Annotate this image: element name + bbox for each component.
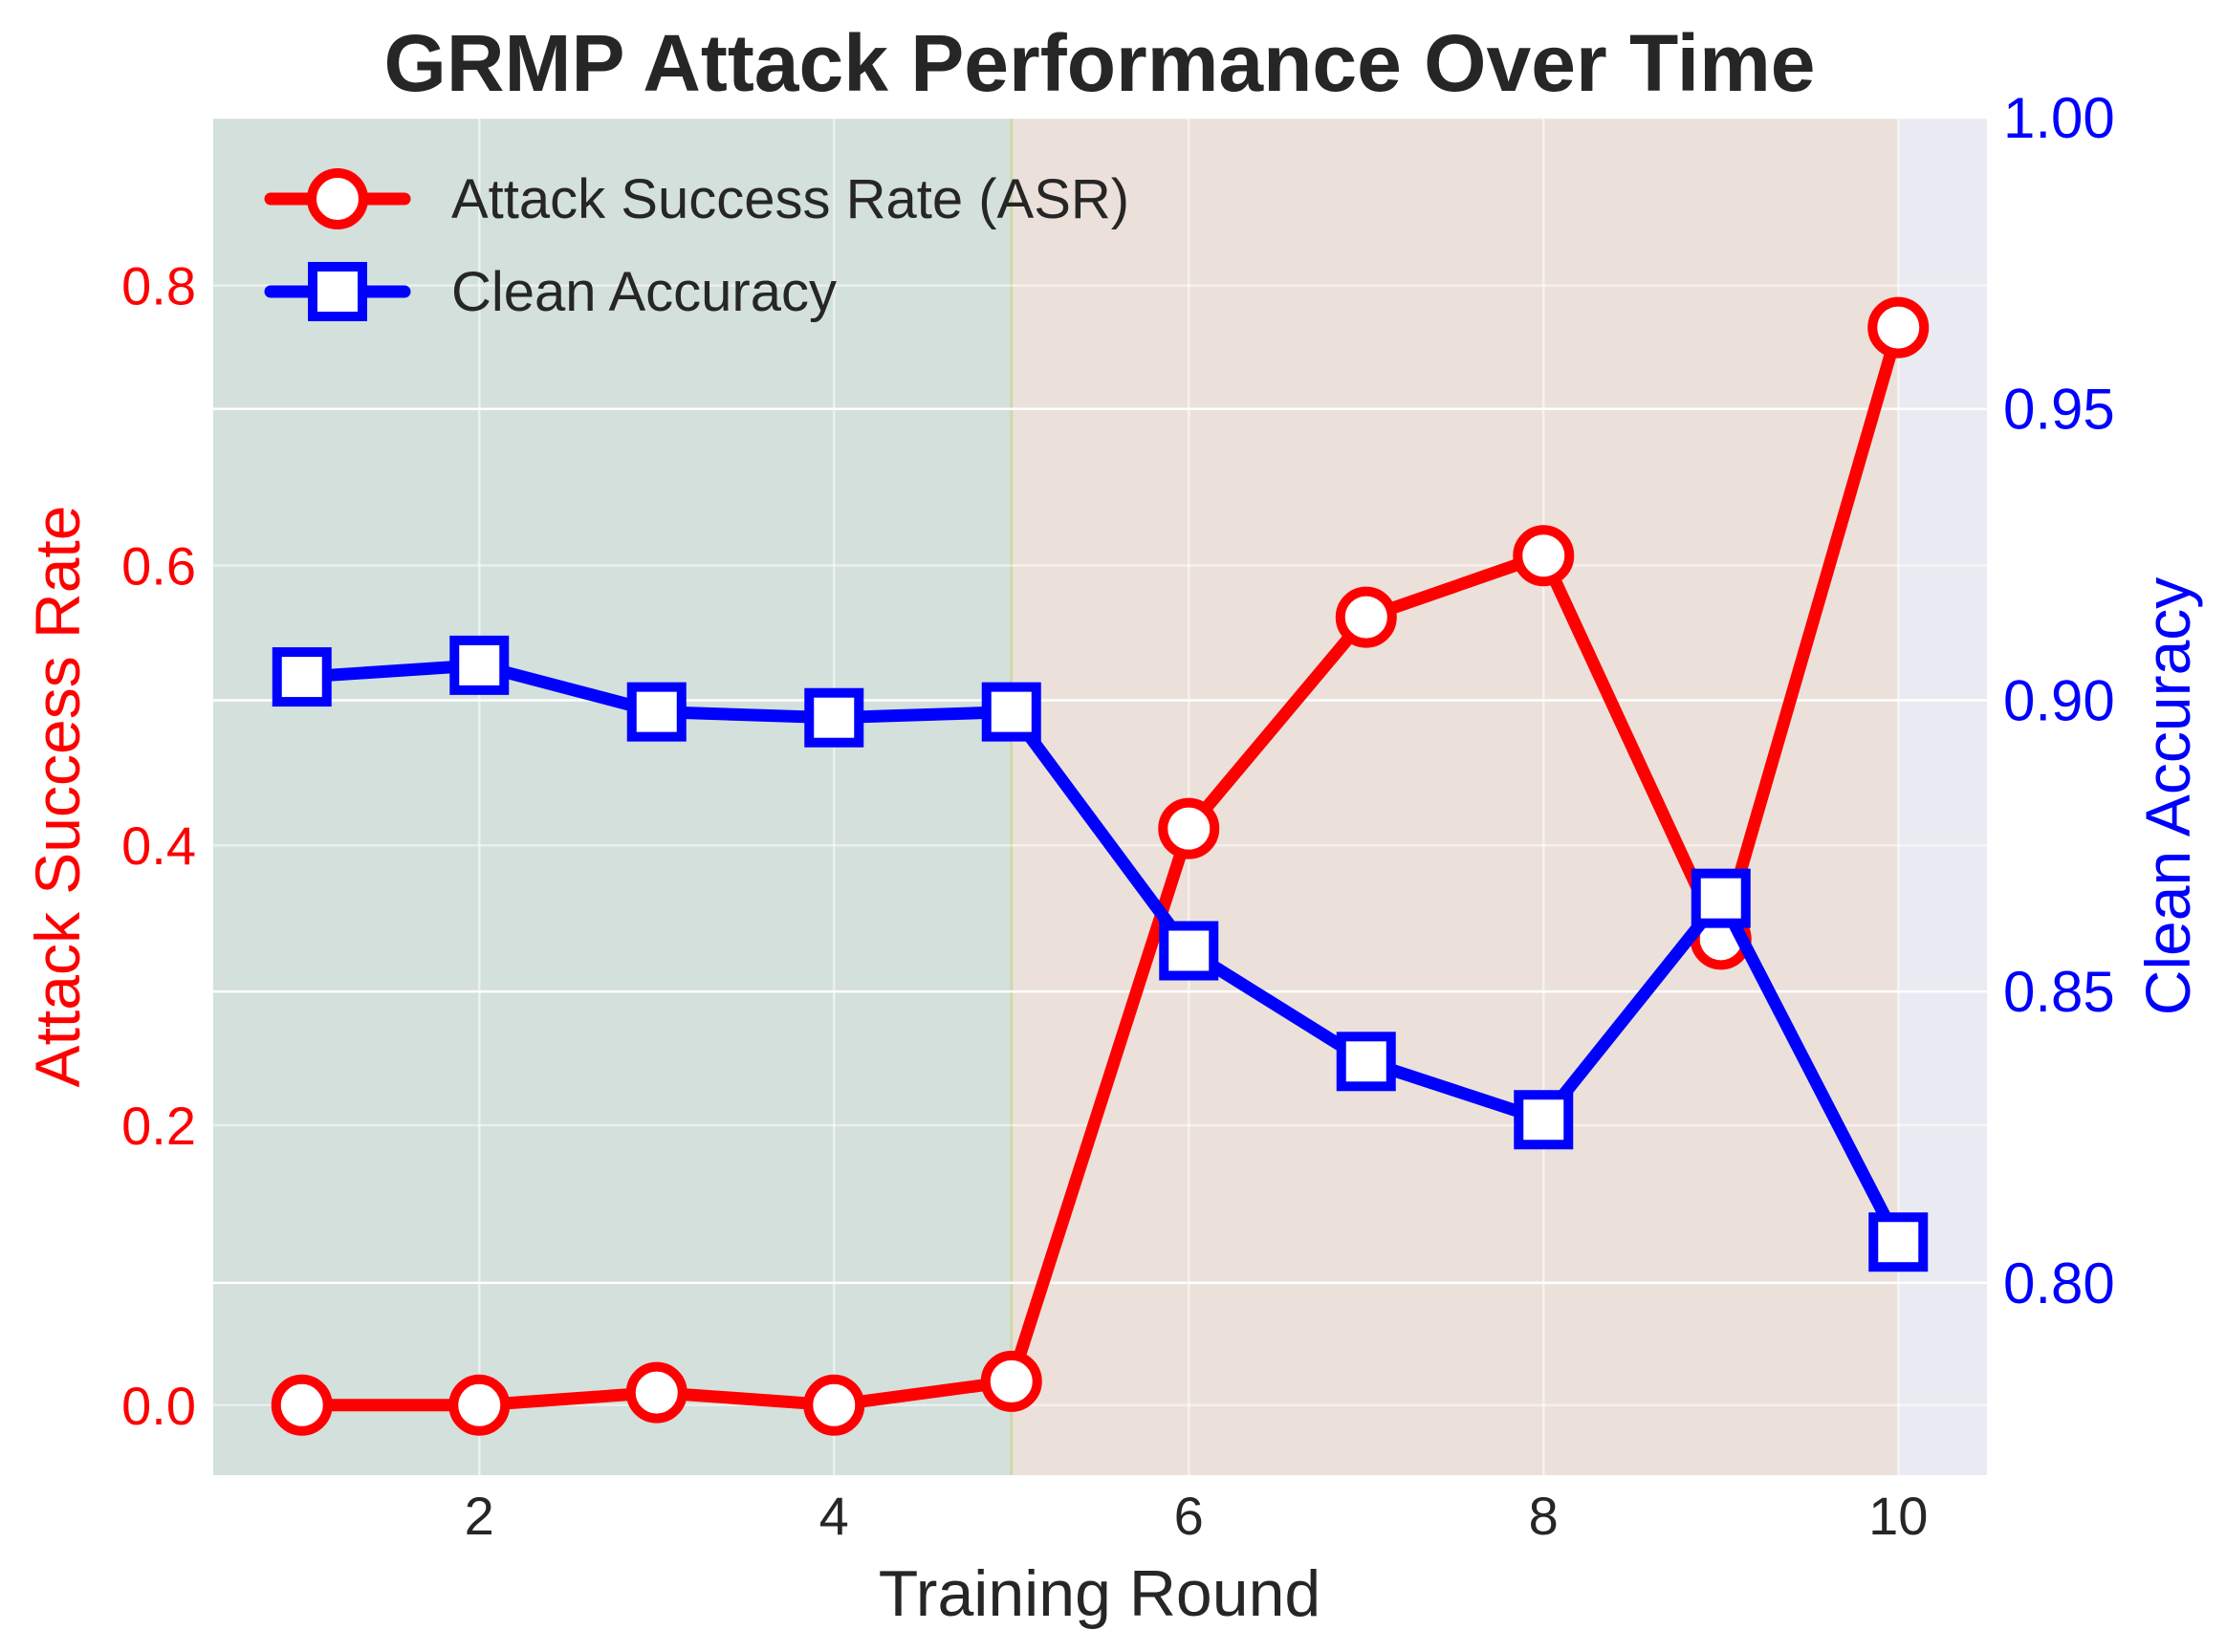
x-tick-label: 8 — [1529, 1486, 1559, 1546]
y-tick-label-left: 0.4 — [121, 815, 196, 876]
y-tick-label-right: 0.85 — [2003, 960, 2115, 1024]
data-point-clean-accuracy — [1514, 1090, 1574, 1150]
legend-clean-marker — [308, 262, 367, 321]
series-line-asr — [295, 321, 1905, 1412]
data-point-clean-accuracy — [626, 682, 687, 742]
data-point-asr — [980, 1350, 1042, 1412]
y-axis-label-left: Attack Success Rate — [22, 506, 93, 1088]
legend-asr-label: Attack Success Rate (ASR) — [451, 168, 1129, 230]
y-tick-label-left: 0.6 — [121, 535, 196, 596]
data-point-clean-accuracy — [272, 647, 332, 707]
data-point-asr — [448, 1374, 511, 1436]
shaded-region-1 — [213, 118, 1012, 1475]
data-point-clean-accuracy — [1336, 1032, 1396, 1092]
y-tick-label-right: 1.00 — [2003, 86, 2115, 150]
shaded-regions — [213, 118, 1899, 1475]
y-tick-label-right: 0.90 — [2003, 668, 2115, 732]
series — [271, 296, 1930, 1436]
data-point-asr — [1867, 296, 1930, 359]
legend: Attack Success Rate (ASR) Clean Accuracy — [264, 168, 1129, 323]
y-tick-label-left: 0.8 — [121, 256, 196, 316]
data-point-clean-accuracy — [449, 635, 510, 695]
x-tick-label: 10 — [1868, 1486, 1928, 1546]
data-point-clean-accuracy — [804, 687, 864, 748]
data-point-clean-accuracy — [981, 682, 1041, 742]
data-point-asr — [1335, 586, 1397, 648]
data-point-clean-accuracy — [1159, 921, 1219, 981]
data-point-asr — [1158, 797, 1220, 859]
y-tick-label-right: 0.80 — [2003, 1251, 2115, 1315]
x-tick-label: 2 — [465, 1486, 494, 1546]
data-point-clean-accuracy — [1691, 868, 1751, 928]
x-tick-label: 6 — [1174, 1486, 1204, 1546]
y-axis-label-right: Clean Accuracy — [2132, 577, 2203, 1016]
data-point-asr — [271, 1374, 333, 1436]
shaded-region-2 — [1011, 118, 1899, 1475]
y-tick-label-left: 0.2 — [121, 1096, 196, 1156]
data-point-asr — [1513, 525, 1575, 587]
grid — [213, 116, 1987, 1475]
chart-title: GRMP Attack Performance Over Time — [383, 18, 1815, 108]
x-tick-label: 4 — [819, 1486, 849, 1546]
data-point-asr — [625, 1361, 687, 1424]
y-tick-label-right: 0.95 — [2003, 378, 2115, 442]
legend-asr-marker — [307, 168, 368, 229]
x-axis-label: Training Round — [879, 1557, 1320, 1630]
y-tick-label-left: 0.0 — [121, 1376, 196, 1436]
tick-labels: 2 4 6 8 10 0.0 0.2 0.4 0.6 0.8 0.80 0.85 0.90 0.95 1.0… — [121, 86, 2115, 1546]
data-point-asr — [803, 1374, 865, 1436]
legend-clean-label: Clean Accuracy — [451, 261, 837, 323]
series-line-clean-accuracy — [295, 659, 1905, 1249]
data-point-clean-accuracy — [1868, 1212, 1929, 1272]
